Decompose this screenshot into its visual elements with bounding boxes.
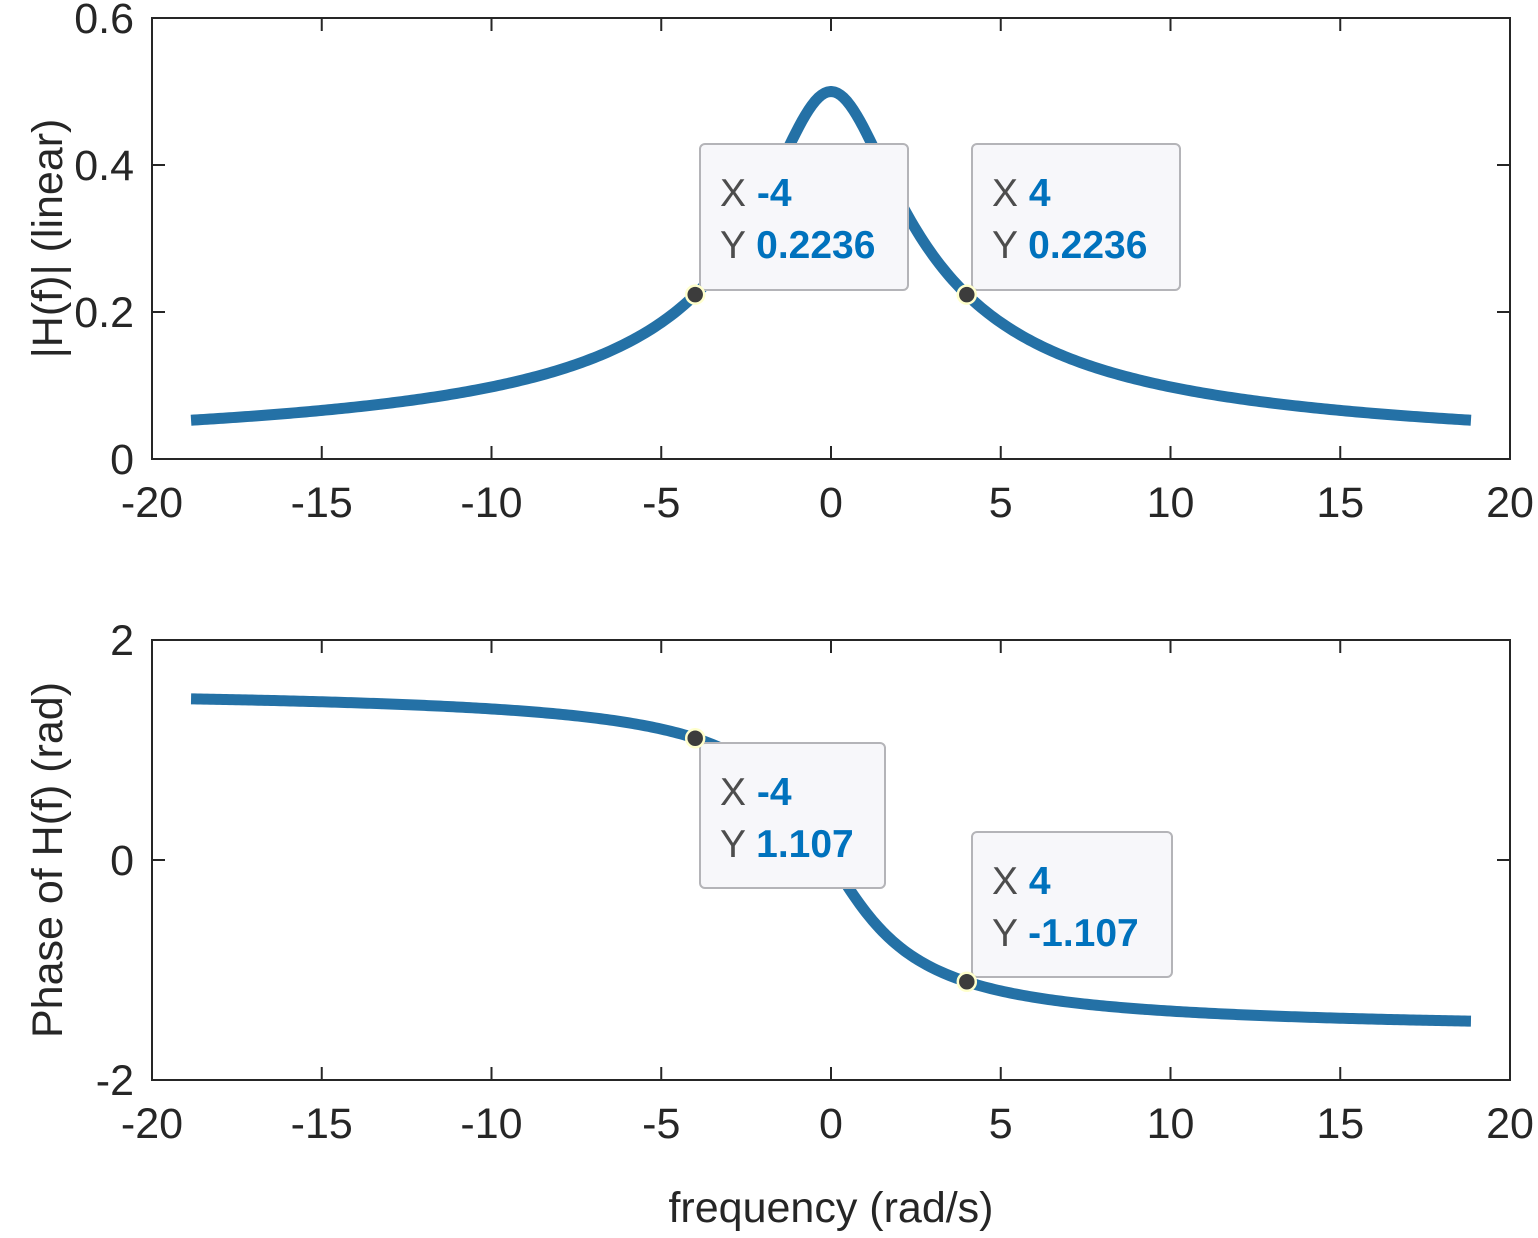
y-tick-label: 0 <box>110 837 134 885</box>
datatip-box <box>971 831 1173 978</box>
datatip[interactable]: X 4Y 0.2236 <box>956 143 1181 305</box>
y-tick-label: 0.6 <box>74 0 134 43</box>
x-tick-label: 20 <box>1486 1100 1534 1148</box>
y-axis-label: |H(f)| (linear) <box>24 119 72 359</box>
datatip-marker[interactable] <box>684 284 706 305</box>
x-tick-label: 15 <box>1316 1100 1364 1148</box>
x-tick-label: -15 <box>291 479 353 527</box>
y-axis-label: Phase of H(f) (rad) <box>24 682 72 1038</box>
x-tick-label: 10 <box>1147 1100 1195 1148</box>
datatip-box <box>971 143 1181 291</box>
datatip-x-row: X -4 <box>720 172 792 215</box>
datatip-box <box>699 143 909 291</box>
datatip-y-key: Y <box>992 224 1028 267</box>
datatip-x-key: X <box>992 172 1029 215</box>
series-line <box>188 86 1474 426</box>
datatip-marker[interactable] <box>956 971 978 993</box>
x-tick-label: -5 <box>642 479 680 527</box>
datatip-x-key: X <box>720 771 757 814</box>
x-axis-label: frequency (rad/s) <box>668 1184 993 1232</box>
datatip-y-row: Y -1.107 <box>992 912 1139 955</box>
x-tick-label: 10 <box>1147 479 1195 527</box>
y-tick-label: -2 <box>96 1057 134 1105</box>
datatip-x-value: -4 <box>757 771 792 814</box>
datatip-y-row: Y 0.2236 <box>992 224 1147 267</box>
datatip-x-value: 4 <box>1029 172 1051 215</box>
datatip-y-key: Y <box>992 912 1028 955</box>
datatip-y-key: Y <box>720 224 756 267</box>
x-tick-label: 5 <box>989 1100 1013 1148</box>
x-tick-label: -15 <box>291 1100 353 1148</box>
datatip-box <box>699 742 886 889</box>
datatip-x-value: 4 <box>1029 860 1051 903</box>
y-tick-label: 0 <box>110 436 134 484</box>
datatip-marker[interactable] <box>684 727 706 749</box>
datatip-x-row: X 4 <box>992 860 1051 903</box>
datatip-x-row: X -4 <box>720 771 792 814</box>
x-tick-label: 20 <box>1486 479 1534 527</box>
datatip-y-value: 1.107 <box>756 823 854 866</box>
y-tick-label: 0.4 <box>74 142 134 190</box>
x-tick-label: -5 <box>642 1100 680 1148</box>
x-tick-label: -20 <box>121 1100 183 1148</box>
x-tick-label: 15 <box>1316 479 1364 527</box>
datatip[interactable]: X 4Y -1.107 <box>956 831 1173 993</box>
x-tick-label: 0 <box>819 479 843 527</box>
datatip-y-value: 0.2236 <box>1028 224 1147 267</box>
datatip[interactable]: X -4Y 0.2236 <box>684 143 909 305</box>
x-tick-label: 5 <box>989 479 1013 527</box>
y-tick-label: 0.2 <box>74 289 134 337</box>
x-tick-label: -10 <box>460 1100 522 1148</box>
magnitude-axes: -20 -15 -10 -5 0 5 10 15 20 0 0.2 0.4 0.6 |H(f)| (lin… <box>24 0 1534 527</box>
datatip-x-row: X 4 <box>992 172 1051 215</box>
datatip[interactable]: X -4Y 1.107 <box>684 727 886 889</box>
datatip-y-key: Y <box>720 823 756 866</box>
datatip-x-value: -4 <box>757 172 792 215</box>
datatip-marker[interactable] <box>956 284 978 305</box>
y-tick-label: 2 <box>110 617 134 665</box>
datatip-y-row: Y 0.2236 <box>720 224 875 267</box>
x-tick-label: -20 <box>121 479 183 527</box>
x-tick-label: 0 <box>819 1100 843 1148</box>
datatip-y-value: -1.107 <box>1028 912 1139 955</box>
datatip-x-key: X <box>992 860 1029 903</box>
datatip-x-key: X <box>720 172 757 215</box>
x-tick-label: -10 <box>460 479 522 527</box>
datatip-y-row: Y 1.107 <box>720 823 854 866</box>
datatip-y-value: 0.2236 <box>756 224 875 267</box>
